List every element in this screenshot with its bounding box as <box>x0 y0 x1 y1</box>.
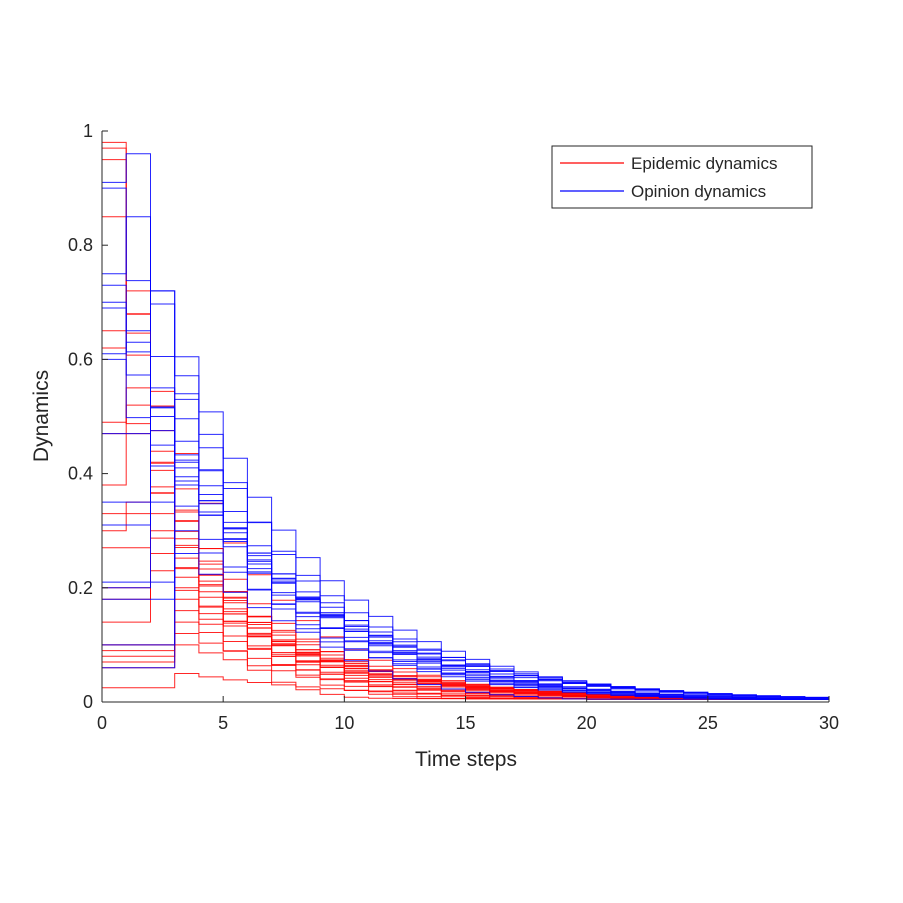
y-tick-label: 0 <box>83 692 93 712</box>
x-tick-label: 20 <box>577 713 597 733</box>
epidemic-series-line <box>102 147 829 700</box>
opinion-series-line <box>102 284 830 700</box>
y-tick-label: 0.4 <box>68 464 93 484</box>
legend-box <box>551 145 813 209</box>
series-lines <box>102 141 830 700</box>
opinion-series-line <box>102 553 830 700</box>
x-axis-label: Time steps <box>415 748 517 771</box>
y-tick-label: 1 <box>83 121 93 141</box>
x-tick-label: 25 <box>698 713 718 733</box>
opinion-series-line <box>102 530 830 698</box>
x-tick-label: 0 <box>97 713 107 733</box>
opinion-series-line <box>102 341 829 700</box>
x-tick-label: 30 <box>819 713 839 733</box>
opinion-series-line <box>102 216 829 700</box>
y-tick-label: 0.2 <box>68 578 93 598</box>
ticks: 0 5 10 15 20 25 30 0 0.2 0.4 0.6 0.8 1 <box>68 121 839 733</box>
x-tick-label: 5 <box>218 713 228 733</box>
epidemic-series-line <box>102 159 829 700</box>
y-tick-label: 0.8 <box>68 235 93 255</box>
axes <box>101 131 829 703</box>
opinion-series-line <box>102 187 829 700</box>
epidemic-series-line <box>102 290 829 700</box>
legend-label-epidemic: Epidemic dynamics <box>631 154 777 173</box>
epidemic-series-line <box>102 216 829 700</box>
legend-label-opinion: Opinion dynamics <box>631 182 766 201</box>
legend: Epidemic dynamics Opinion dynamics <box>551 145 813 209</box>
x-tick-label: 15 <box>455 713 475 733</box>
y-axis-label: Dynamics <box>30 370 53 462</box>
epidemic-series-line <box>102 141 829 700</box>
opinion-series-line <box>102 153 829 700</box>
opinion-series-line <box>102 358 829 700</box>
y-tick-label: 0.6 <box>68 349 93 369</box>
x-tick-label: 10 <box>334 713 354 733</box>
